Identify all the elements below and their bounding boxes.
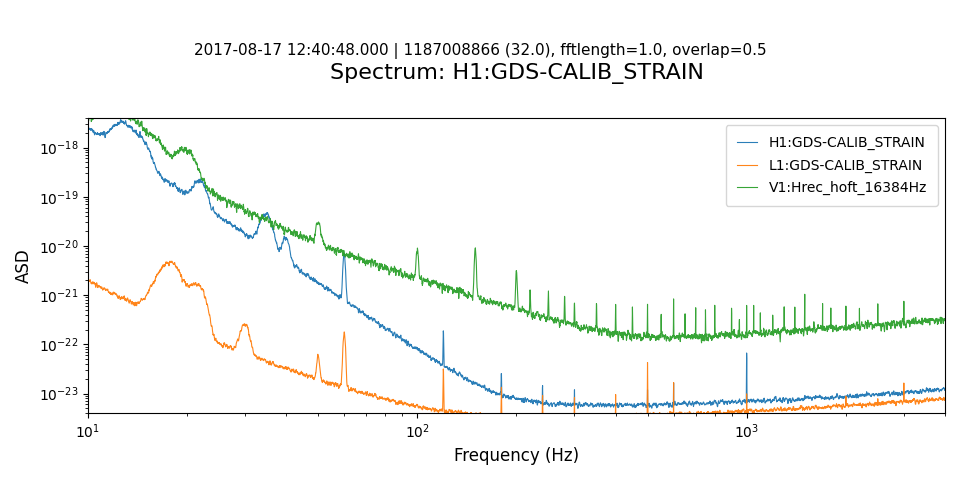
V1:Hrec_hoft_16384Hz (596, 329, 608, 335)
L1:GDS-CALIB_STRAIN (83, 277, 94, 283)
V1:Hrec_hoft_16384Hz (722, 333, 733, 338)
V1:Hrec_hoft_16384Hz (103, 101, 114, 107)
H1:GDS-CALIB_STRAIN (787, 396, 799, 402)
V1:Hrec_hoft_16384Hz (639, 333, 651, 338)
Line: L1:GDS-CALIB_STRAIN: L1:GDS-CALIB_STRAIN (88, 261, 945, 420)
H1:GDS-CALIB_STRAIN (640, 402, 652, 408)
V1:Hrec_hoft_16384Hz (238, 204, 250, 210)
Line: H1:GDS-CALIB_STRAIN: H1:GDS-CALIB_STRAIN (88, 120, 945, 408)
H1:GDS-CALIB_STRAIN (722, 399, 733, 405)
X-axis label: Frequency (Hz): Frequency (Hz) (454, 447, 579, 465)
H1:GDS-CALIB_STRAIN (410, 344, 421, 350)
L1:GDS-CALIB_STRAIN (511, 418, 522, 423)
V1:Hrec_hoft_16384Hz (696, 340, 708, 346)
H1:GDS-CALIB_STRAIN (596, 401, 608, 407)
Line: V1:Hrec_hoft_16384Hz: V1:Hrec_hoft_16384Hz (88, 104, 945, 343)
L1:GDS-CALIB_STRAIN (640, 412, 652, 418)
L1:GDS-CALIB_STRAIN (164, 258, 176, 264)
Text: 2017-08-17 12:40:48.000 | 1187008866 (32.0), fftlength=1.0, overlap=0.5: 2017-08-17 12:40:48.000 | 1187008866 (32… (194, 43, 766, 59)
H1:GDS-CALIB_STRAIN (115, 117, 127, 122)
V1:Hrec_hoft_16384Hz (787, 329, 799, 335)
L1:GDS-CALIB_STRAIN (939, 397, 950, 403)
H1:GDS-CALIB_STRAIN (572, 406, 584, 411)
L1:GDS-CALIB_STRAIN (787, 406, 799, 412)
L1:GDS-CALIB_STRAIN (238, 322, 250, 327)
L1:GDS-CALIB_STRAIN (722, 408, 733, 414)
H1:GDS-CALIB_STRAIN (939, 387, 950, 393)
Title: Spectrum: H1:GDS-CALIB_STRAIN: Spectrum: H1:GDS-CALIB_STRAIN (329, 63, 704, 84)
H1:GDS-CALIB_STRAIN (83, 126, 94, 132)
Y-axis label: ASD: ASD (15, 248, 33, 283)
H1:GDS-CALIB_STRAIN (238, 229, 250, 235)
V1:Hrec_hoft_16384Hz (939, 317, 950, 323)
Legend: H1:GDS-CALIB_STRAIN, L1:GDS-CALIB_STRAIN, V1:Hrec_hoft_16384Hz: H1:GDS-CALIB_STRAIN, L1:GDS-CALIB_STRAIN… (726, 125, 938, 206)
L1:GDS-CALIB_STRAIN (596, 414, 608, 420)
V1:Hrec_hoft_16384Hz (83, 120, 94, 125)
V1:Hrec_hoft_16384Hz (410, 266, 421, 272)
L1:GDS-CALIB_STRAIN (410, 403, 421, 408)
